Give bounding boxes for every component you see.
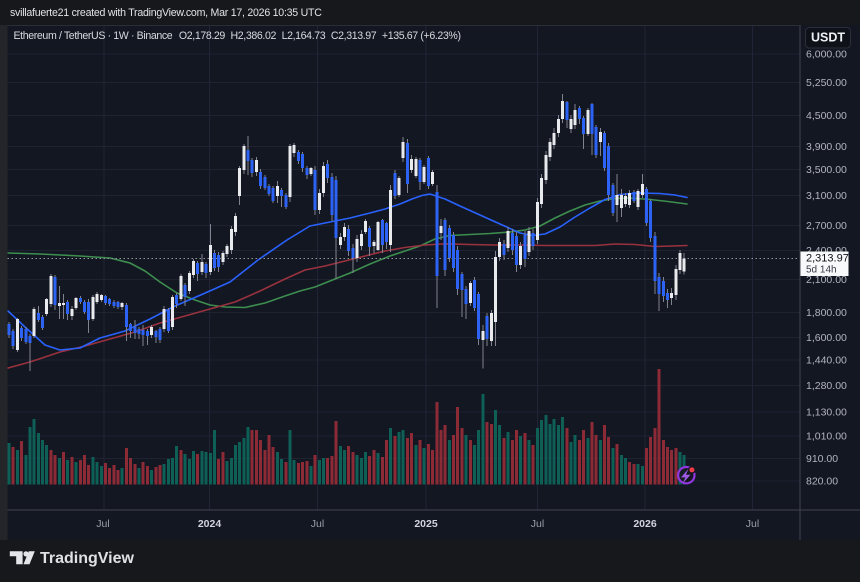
svg-text:2,313.97: 2,313.97 [806,253,849,265]
svg-text:2026: 2026 [633,518,657,530]
svg-text:Jul: Jul [531,518,544,530]
svg-text:910.00: 910.00 [806,453,838,465]
svg-text:1,130.00: 1,130.00 [806,407,847,419]
svg-text:2,100.00: 2,100.00 [806,274,847,286]
svg-text:Jul: Jul [96,518,109,530]
svg-text:Jul: Jul [746,518,759,530]
svg-text:1,600.00: 1,600.00 [806,332,847,344]
svg-text:USDT: USDT [811,31,845,45]
svg-text:820.00: 820.00 [806,476,838,488]
svg-text:2024: 2024 [198,518,222,530]
svg-text:5,250.00: 5,250.00 [806,77,847,89]
svg-text:1,440.00: 1,440.00 [806,355,847,367]
svg-text:TradingView: TradingView [40,550,135,567]
svg-text:2025: 2025 [414,518,438,530]
svg-text:6,000.00: 6,000.00 [806,49,847,61]
svg-text:Ethereum / TetherUS · 1W · Bin: Ethereum / TetherUS · 1W · Binance O2,17… [14,30,461,42]
svg-text:1,010.00: 1,010.00 [806,431,847,443]
svg-text:3,900.00: 3,900.00 [806,141,847,153]
svg-text:3,100.00: 3,100.00 [806,190,847,202]
svg-text:3,500.00: 3,500.00 [806,164,847,176]
svg-text:5d 14h: 5d 14h [806,265,837,276]
svg-text:2,700.00: 2,700.00 [806,220,847,232]
svg-text:1,280.00: 1,280.00 [806,380,847,392]
svg-text:1,800.00: 1,800.00 [806,307,847,319]
svg-text:4,500.00: 4,500.00 [806,110,847,122]
svg-text:svillafuerte21 created with Tr: svillafuerte21 created with TradingView.… [10,7,322,19]
svg-text:Jul: Jul [311,518,324,530]
